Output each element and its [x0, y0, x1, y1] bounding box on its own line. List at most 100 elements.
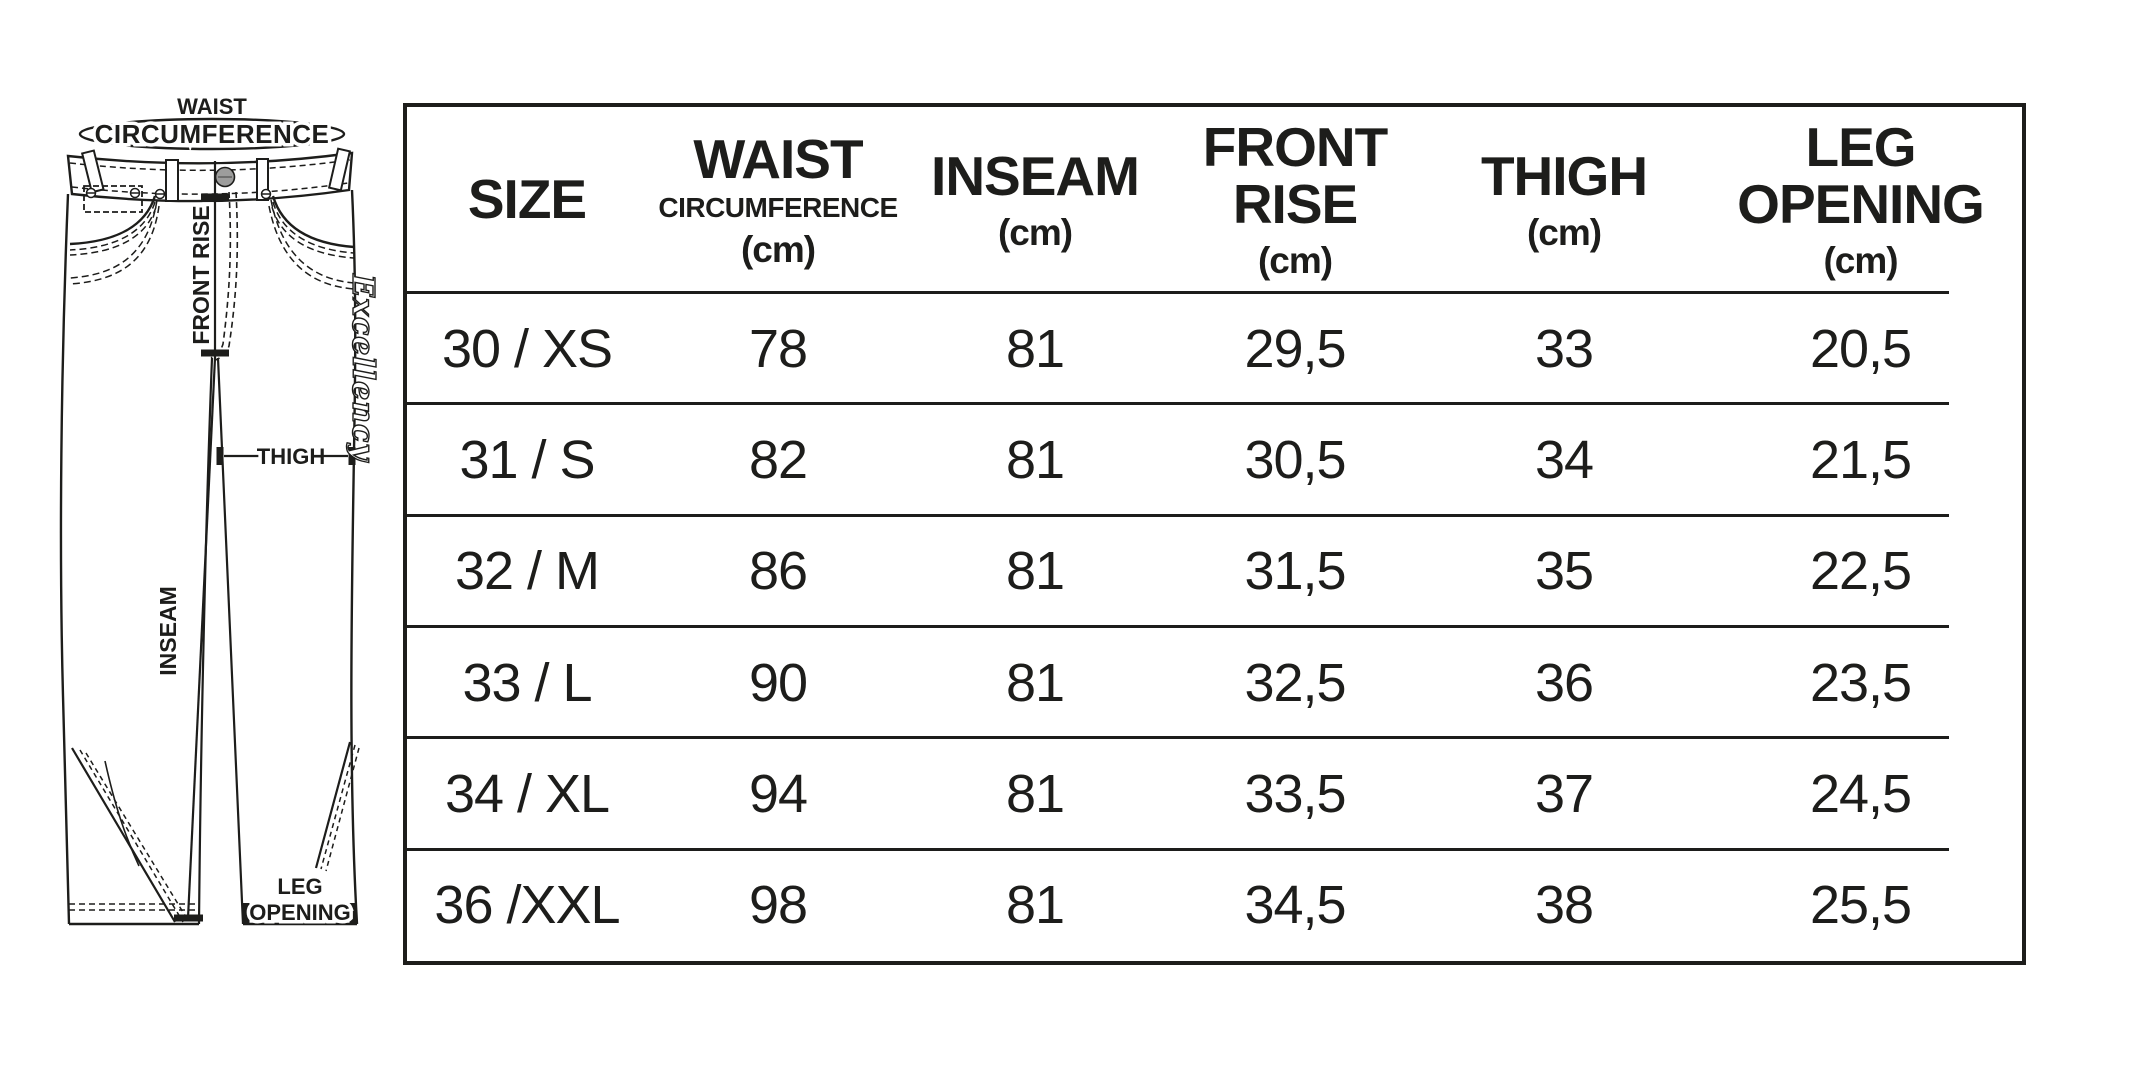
coin-pocket-rivet-left — [85, 187, 97, 199]
header-leg-opening-unit: (cm) — [1823, 240, 1898, 282]
thigh-value: 38 — [1534, 875, 1594, 936]
table-row: 30 / XS 78 81 29,5 33 20,5 — [407, 290, 2022, 404]
table-row: 31 / S 82 81 30,5 34 21,5 — [407, 402, 2022, 515]
table-row: 36 /XXL 98 81 34,5 38 25,5 — [407, 847, 2022, 961]
left-pocket-stitch-1 — [69, 201, 156, 251]
table-row: 32 / M 86 81 31,5 35 22,5 — [407, 513, 2022, 627]
waist-circumference-ellipse — [78, 117, 346, 151]
waist-value: 98 — [748, 875, 808, 936]
right-pocket-rivet — [260, 188, 272, 200]
header-thigh-unit: (cm) — [1526, 211, 1602, 253]
coin-pocket — [83, 185, 143, 213]
waist-value: 86 — [748, 541, 808, 602]
front-rise-value: 34,5 — [1244, 875, 1346, 936]
thigh-value: 37 — [1534, 763, 1594, 824]
belt-loop-left — [80, 149, 105, 194]
left-pocket-stitch-2 — [69, 206, 157, 256]
size-value: 34 / XL — [444, 763, 610, 824]
leg-opening-value: 21,5 — [1809, 429, 1912, 490]
size-table: SIZE WAIST CIRCUMFERENCE (cm) INSEAM (cm… — [403, 103, 2026, 965]
inseam-value: 81 — [1005, 541, 1065, 602]
right-pocket-bag-stitch-1 — [270, 199, 355, 284]
waist-value: 90 — [748, 652, 808, 713]
brand-side-seam-text: Excellency — [345, 273, 380, 463]
thigh-label: THIGH — [257, 444, 325, 469]
waistband-stitch-top — [69, 159, 351, 172]
inseam-value: 81 — [1005, 875, 1065, 936]
leg-opening-value: 25,5 — [1809, 875, 1912, 936]
header-front-rise-unit: (cm) — [1257, 240, 1333, 282]
right-inner-seam — [216, 357, 245, 925]
table-header-row: SIZE WAIST CIRCUMFERENCE (cm) INSEAM (cm… — [407, 107, 2022, 293]
header-waist-unit: (cm) — [740, 228, 816, 270]
thigh-value: 35 — [1534, 541, 1594, 602]
inseam-value: 81 — [1005, 429, 1065, 490]
front-rise-value: 29,5 — [1244, 318, 1346, 379]
left-knee-crease — [104, 760, 140, 867]
leg-opening-value: 24,5 — [1809, 763, 1912, 824]
left-cuff-diagonal — [71, 747, 176, 923]
fly-stitch-2 — [212, 191, 239, 362]
thigh-value: 36 — [1534, 652, 1594, 713]
leg-opening-value: 22,5 — [1809, 541, 1912, 602]
inseam-value: 81 — [1005, 763, 1065, 824]
column-header-leg-opening: LEG OPENING (cm) — [1699, 107, 2022, 293]
right-pocket-bag-stitch-2 — [268, 205, 355, 290]
coin-pocket-rivet-right — [129, 187, 141, 199]
inseam-value: 81 — [1005, 652, 1065, 713]
right-pocket-stitch-2 — [271, 206, 355, 259]
waist-value: 82 — [748, 429, 808, 490]
leg-opening-value: 20,5 — [1809, 318, 1912, 379]
table-row: 34 / XL 94 81 33,5 37 24,5 — [407, 736, 2022, 849]
right-cuff-stitch-1 — [320, 744, 356, 870]
left-pocket-bag-stitch-1 — [69, 199, 158, 279]
header-waist-line2: CIRCUMFERENCE — [658, 191, 898, 223]
waistband-stitch-bottom — [71, 182, 349, 195]
column-header-thigh: THIGH (cm) — [1429, 107, 1699, 293]
header-inseam-unit: (cm) — [997, 211, 1073, 253]
waist-label-line2: CIRCUMFERENCE — [95, 119, 330, 149]
waist-label-line1: WAIST — [177, 94, 247, 119]
header-thigh-line1: THIGH — [1480, 144, 1648, 207]
size-value: 33 / L — [462, 652, 592, 713]
belt-loop-center-right — [256, 158, 269, 201]
inseam-line — [186, 357, 217, 919]
belt-loop-right — [327, 147, 352, 192]
leg-opening-label-line2: OPENING — [249, 900, 350, 925]
header-front-rise-line2: RISE — [1232, 173, 1358, 236]
right-pocket-stitch-1 — [272, 201, 355, 254]
waist-value: 94 — [748, 763, 808, 824]
front-rise-value: 33,5 — [1244, 763, 1346, 824]
left-inner-seam — [197, 357, 214, 925]
size-value: 36 /XXL — [434, 875, 620, 936]
right-outer-seam — [350, 189, 359, 925]
right-pocket-curve — [271, 195, 355, 249]
belt-loop-center-left — [165, 159, 179, 202]
right-cuff-stitch-2 — [325, 747, 360, 872]
header-leg-opening-line1: LEG — [1805, 116, 1916, 179]
left-pocket-curve — [69, 195, 157, 246]
column-header-waist: WAIST CIRCUMFERENCE (cm) — [647, 107, 909, 293]
header-front-rise-line1: FRONT — [1202, 116, 1388, 179]
waist-value: 78 — [748, 318, 808, 379]
column-header-inseam: INSEAM (cm) — [909, 107, 1161, 293]
header-leg-opening-line2: OPENING — [1737, 173, 1985, 236]
leg-opening-value: 23,5 — [1809, 652, 1912, 713]
thigh-value: 33 — [1534, 318, 1594, 379]
left-cuff-stitch-1 — [79, 749, 184, 923]
right-cuff-diagonal — [314, 741, 352, 869]
left-outer-seam — [59, 193, 71, 925]
inseam-value: 81 — [1005, 318, 1065, 379]
jeans-diagram: WAIST CIRCUMFERENCE — [53, 66, 385, 950]
header-size-label: SIZE — [467, 168, 587, 231]
waistband — [66, 151, 354, 203]
left-pocket-bag-stitch-2 — [69, 205, 160, 285]
front-rise-value: 32,5 — [1244, 652, 1346, 713]
column-header-size: SIZE — [407, 107, 647, 293]
inseam-label: INSEAM — [155, 586, 181, 675]
size-value: 32 / M — [454, 541, 600, 602]
left-pocket-rivet — [154, 188, 166, 200]
header-waist-line1: WAIST — [693, 127, 863, 190]
left-cuff-stitch-2 — [85, 752, 190, 923]
front-rise-value: 30,5 — [1244, 429, 1346, 490]
